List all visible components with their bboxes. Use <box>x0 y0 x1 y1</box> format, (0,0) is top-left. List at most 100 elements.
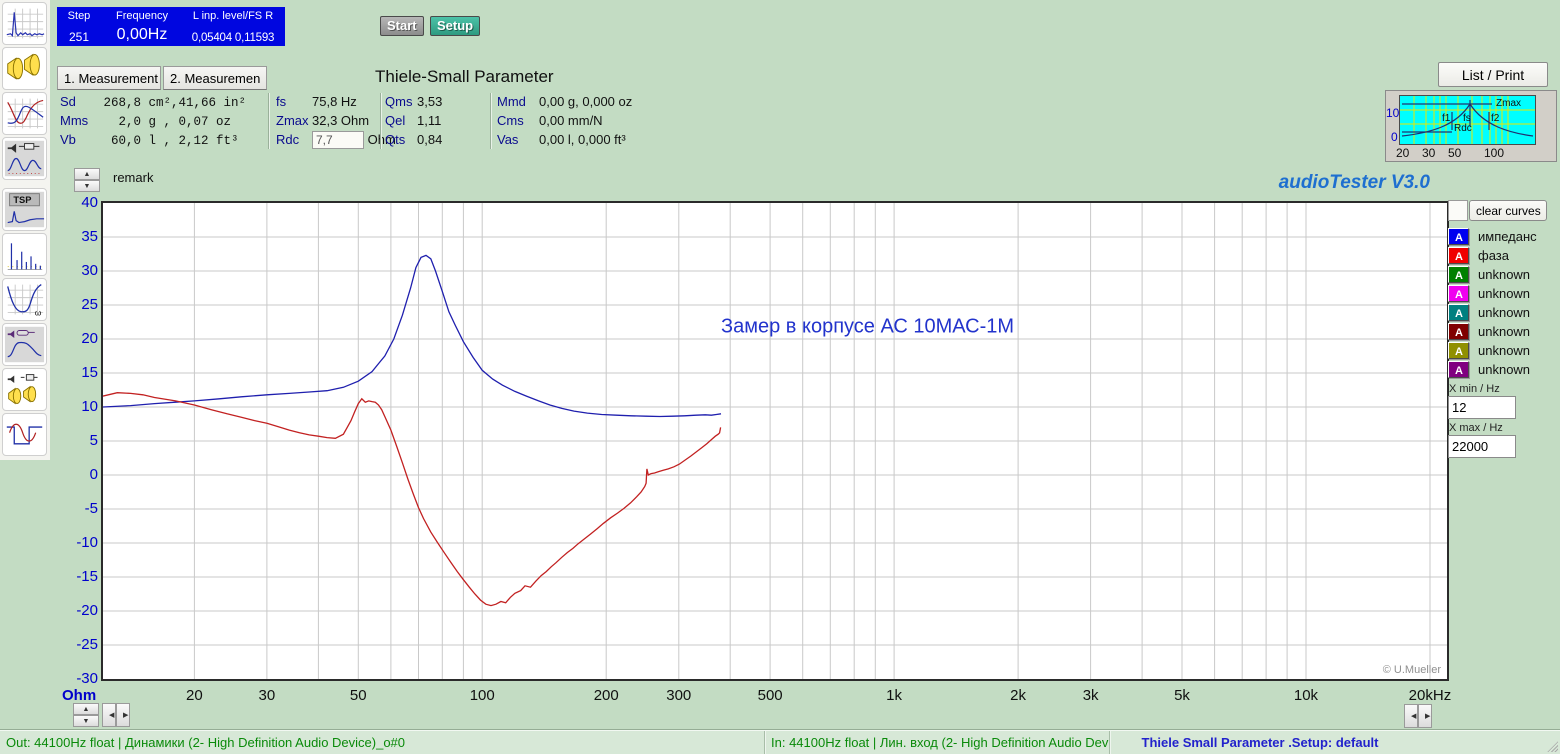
fs-value: 75,8 Hz <box>312 94 357 109</box>
y-tick-label: 25 <box>81 296 98 313</box>
tsp-button[interactable]: TSP <box>2 188 47 231</box>
rdc-input[interactable] <box>312 131 364 149</box>
ts-separator <box>268 93 270 149</box>
app-logo: audioTester V3.0 <box>1278 172 1430 193</box>
tab-measurement-1[interactable]: 1. Measurement <box>57 66 161 90</box>
x-tick-label: 100 <box>469 687 495 704</box>
impedance-chart[interactable]: Замер в корпусе АС 10МАС-1М © U.Mueller <box>101 201 1449 681</box>
speaker-pair-button[interactable] <box>2 47 47 90</box>
harmonics-button[interactable] <box>2 233 47 276</box>
imp-phase-curves-button[interactable] <box>2 92 47 135</box>
xmin-input[interactable] <box>1448 396 1516 419</box>
vb-label: Vb <box>60 132 76 147</box>
square-sine-button[interactable] <box>2 413 47 456</box>
speaker-pair-icon <box>4 49 45 88</box>
x-tick-label: 20kHz <box>1408 687 1452 704</box>
xmax-input[interactable] <box>1448 435 1516 458</box>
x-tick-label: 300 <box>666 687 692 704</box>
x-tick-label: 20 <box>186 687 203 704</box>
tab-measurement-2[interactable]: 2. Measuremen <box>163 66 267 90</box>
remark-label: remark <box>113 170 154 185</box>
legend-color-chip[interactable]: A <box>1448 361 1469 378</box>
start-button[interactable]: Start <box>380 16 424 36</box>
legend-color-chip[interactable]: A <box>1448 228 1469 245</box>
svg-text:ω: ω <box>35 307 42 317</box>
legend-item-label: фаза <box>1478 248 1509 263</box>
rlc-omega-icon: ω <box>4 280 45 319</box>
legend-color-chip[interactable]: A <box>1448 304 1469 321</box>
remark-spin-down-icon[interactable]: ▼ <box>74 180 100 192</box>
resize-grip[interactable] <box>1546 740 1558 752</box>
fr-spectrum-button[interactable] <box>2 2 47 45</box>
calibration-speakers-button[interactable] <box>2 368 47 411</box>
y-tick-label: 30 <box>81 262 98 279</box>
speaker-mic-curve-icon <box>4 325 45 364</box>
y-scale-up-icon[interactable]: ▲ <box>73 703 99 715</box>
legend-item-label: unknown <box>1478 343 1531 358</box>
status-output-device: Out: 44100Hz float | Динамики (2- High D… <box>0 731 765 754</box>
qel-label: Qel <box>385 113 406 128</box>
x-scroll-left-icon[interactable]: ◀ <box>1404 704 1418 728</box>
x-tick-label: 10k <box>1293 687 1319 704</box>
x-tick-label: 1k <box>886 687 903 704</box>
y-tick-label: -20 <box>76 602 98 619</box>
legend-color-chip[interactable]: A <box>1448 342 1469 359</box>
x-scroll-left-spinner: ◀ ▶ <box>102 703 130 727</box>
x-tick-label: 500 <box>757 687 783 704</box>
legend-color-chip[interactable]: A <box>1448 285 1469 302</box>
legend-color-chip[interactable]: A <box>1448 266 1469 283</box>
series-фаза <box>103 392 722 607</box>
x-tick-label: 200 <box>593 687 619 704</box>
mini-xtick-100: 100 <box>1484 146 1505 160</box>
legend-item-label: unknown <box>1478 286 1531 301</box>
vas-label: Vas <box>497 132 519 147</box>
remark-spin-up-icon[interactable]: ▲ <box>74 168 100 180</box>
rlc-omega-button[interactable]: ω <box>2 278 47 321</box>
x-scroll-right-icon[interactable]: ▶ <box>116 703 130 727</box>
y-tick-label: -25 <box>76 636 98 653</box>
chart-annotation: Замер в корпусе АС 10МАС-1М <box>721 315 1015 338</box>
measurement-info-panel: Step 251 Frequency 0,00Hz L inp. level/F… <box>57 7 285 46</box>
mms-label: Mms <box>60 113 89 128</box>
ts-schematic-plot: Zmax f1 fs f2 Rdc <box>1399 95 1536 145</box>
x-scroll-right-icon[interactable]: ▶ <box>1418 704 1432 728</box>
ts-column-q: Qms 3,53 Qel 1,11 Qts 0,84 <box>385 92 442 149</box>
qel-value: 1,11 <box>417 113 442 128</box>
ts-separator <box>380 93 382 149</box>
x-scroll-left-icon[interactable]: ◀ <box>102 703 116 727</box>
cms-label: Cms <box>497 113 524 128</box>
legend-color-chip[interactable]: A <box>1448 323 1469 340</box>
speaker-resistor-curve-button[interactable] <box>2 137 47 180</box>
sd-value: 268,8 cm²,41,66 in² <box>96 96 247 110</box>
ts-schematic-chart: Zmax f1 fs f2 Rdc 10 0 20 30 50 100 <box>1385 90 1557 162</box>
x-tick-label: 5k <box>1174 687 1190 704</box>
y-tick-label: -10 <box>76 534 98 551</box>
list-print-button[interactable]: List / Print <box>1438 62 1548 87</box>
mini-xtick-50: 50 <box>1448 146 1462 160</box>
square-sine-icon <box>4 415 45 454</box>
legend-item-label: unknown <box>1478 267 1531 282</box>
legend-color-chip[interactable]: A <box>1448 247 1469 264</box>
y-scale-down-icon[interactable]: ▼ <box>73 715 99 727</box>
ts-parameter-title: Thiele-Small Parameter <box>375 67 554 86</box>
xmax-label: X max / Hz <box>1449 422 1503 434</box>
x-tick-label: 2k <box>1010 687 1026 704</box>
speaker-mic-curve-button[interactable] <box>2 323 47 366</box>
y-scale-spinner: ▲ ▼ <box>73 703 99 727</box>
y-tick-label: 35 <box>81 228 98 245</box>
y-tick-label: 15 <box>81 364 98 381</box>
xmin-label: X min / Hz <box>1449 383 1500 395</box>
clear-curves-button[interactable]: clear curves <box>1469 200 1547 221</box>
calibration-speakers-icon <box>4 370 45 409</box>
setup-button[interactable]: Setup <box>430 16 481 36</box>
ts-separator <box>490 93 492 149</box>
input-level-header: L inp. level/FS R <box>192 10 274 22</box>
clear-curves-checkbox[interactable] <box>1448 200 1468 221</box>
zmax-label: Zmax <box>276 113 309 128</box>
series-импеданс <box>103 254 722 418</box>
qts-value: 0,84 <box>417 132 443 147</box>
speaker-resistor-curve-icon <box>4 139 45 178</box>
